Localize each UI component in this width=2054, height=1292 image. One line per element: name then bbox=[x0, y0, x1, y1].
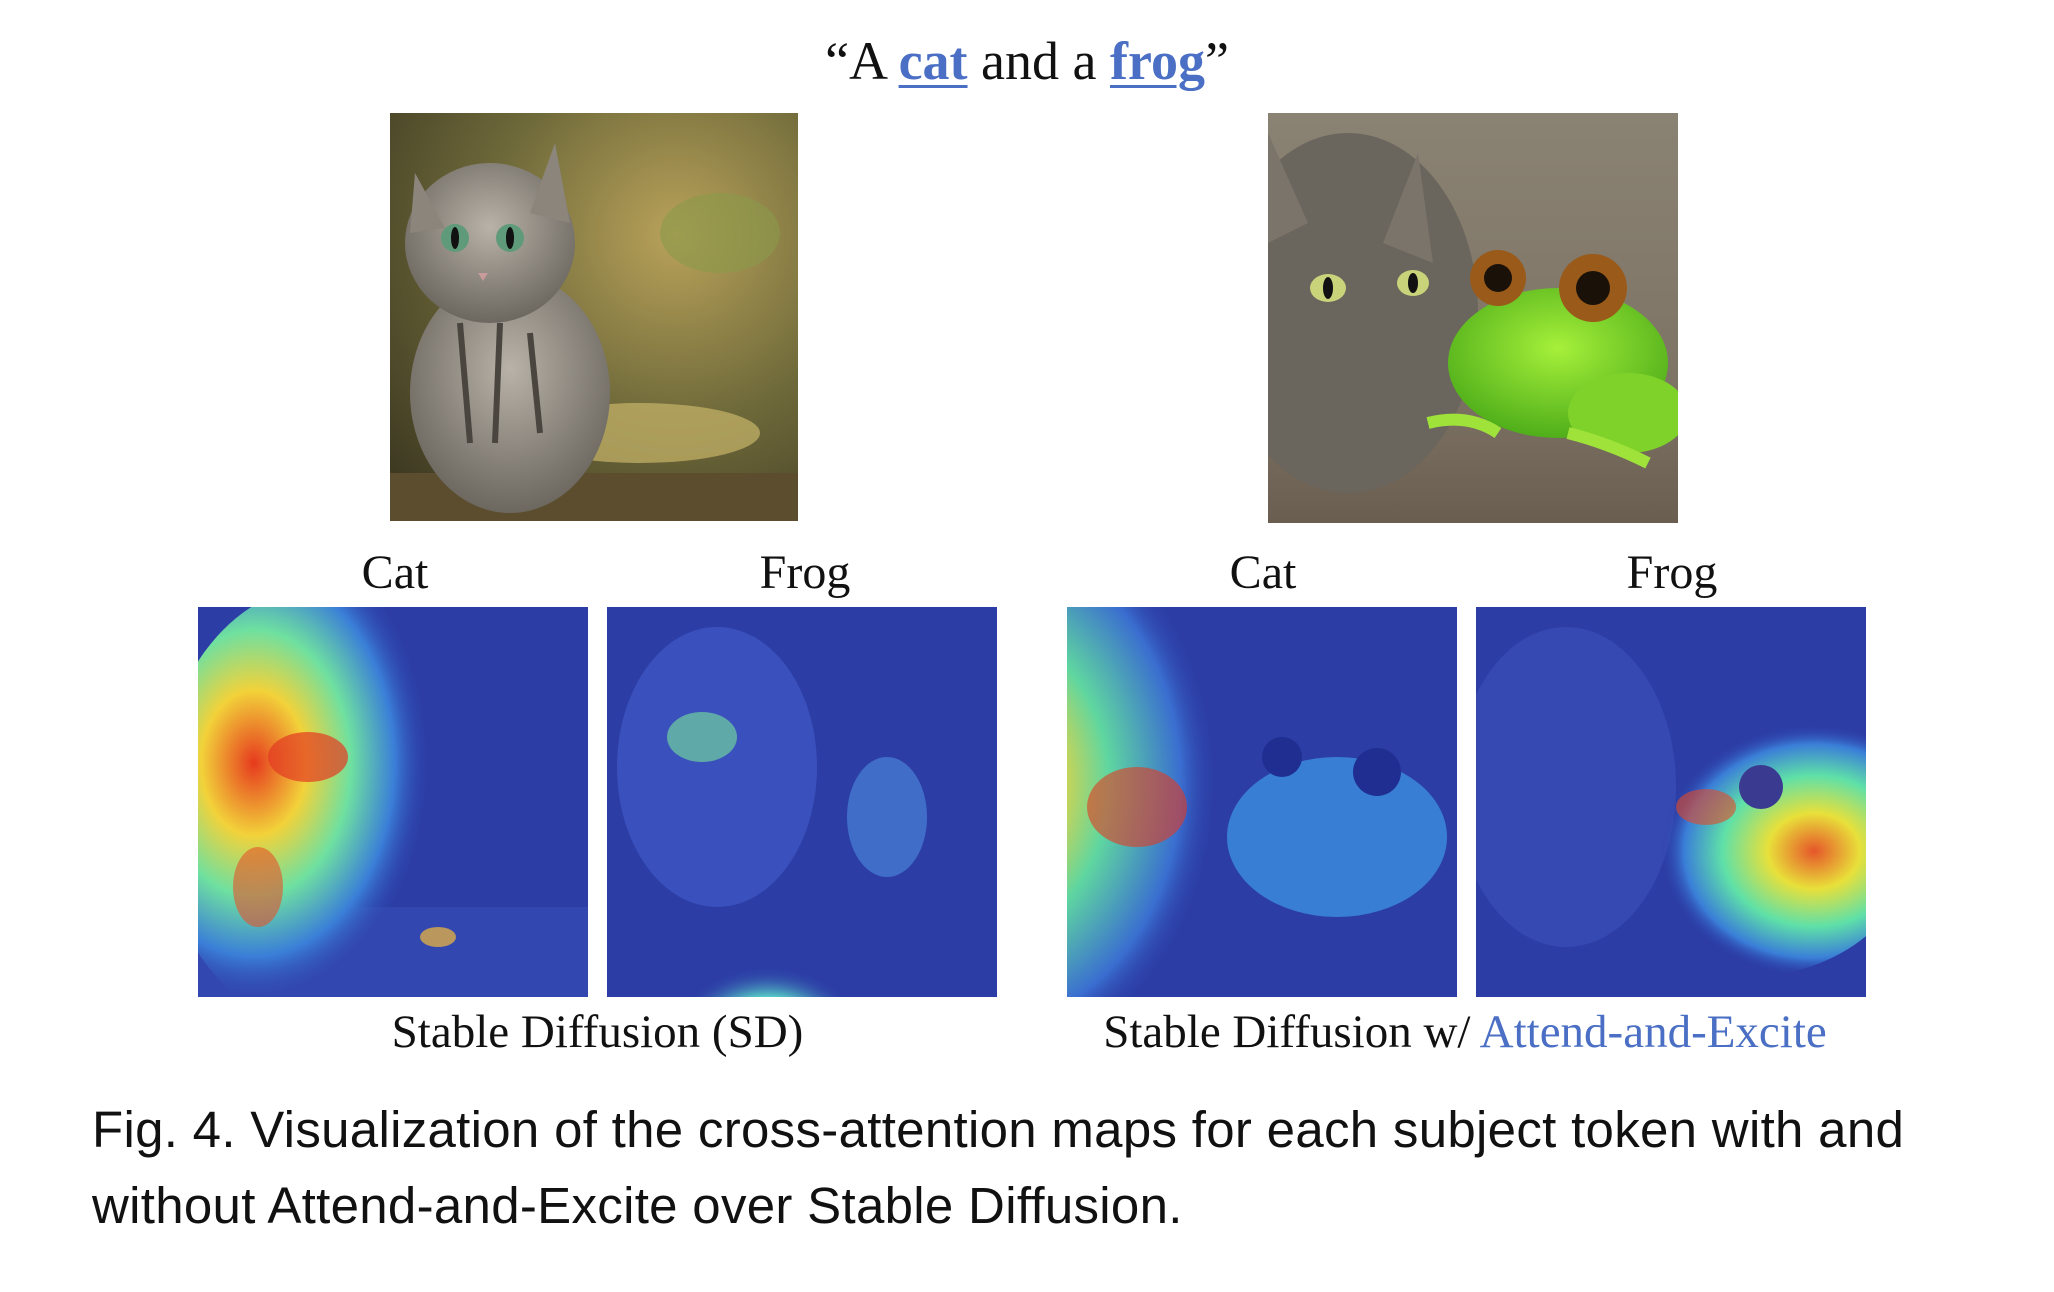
prompt-close: ” bbox=[1204, 31, 1229, 91]
sd-generated-image bbox=[390, 113, 798, 521]
label-sd-frog: Frog bbox=[759, 546, 851, 599]
prompt-text: “A cat and a frog” bbox=[0, 30, 2054, 92]
prompt-middle: and a bbox=[967, 31, 1110, 91]
group-label-ae-prefix: Stable Diffusion w/ bbox=[1103, 1006, 1480, 1058]
group-label-sd: Stable Diffusion (SD) bbox=[391, 1006, 804, 1058]
group-label-ae: Stable Diffusion w/ Attend-and-Excite bbox=[1040, 1005, 1890, 1059]
label-ae-cat: Cat bbox=[1229, 546, 1297, 599]
sd-cat-attention-map bbox=[198, 607, 588, 997]
token-frog: frog bbox=[1109, 31, 1205, 91]
label-ae-frog: Frog bbox=[1626, 546, 1718, 599]
prompt-open: “A bbox=[825, 31, 899, 91]
ae-cat-attention-map bbox=[1067, 607, 1457, 997]
sd-frog-attention-map bbox=[607, 607, 997, 997]
ae-frog-attention-map bbox=[1476, 607, 1866, 997]
figure-caption: Fig. 4. Visualization of the cross-atten… bbox=[92, 1101, 1905, 1234]
label-sd-cat: Cat bbox=[361, 546, 429, 599]
group-label-ae-method: Attend-and-Excite bbox=[1479, 1006, 1827, 1058]
ae-generated-image bbox=[1268, 113, 1678, 523]
token-cat: cat bbox=[898, 31, 968, 91]
